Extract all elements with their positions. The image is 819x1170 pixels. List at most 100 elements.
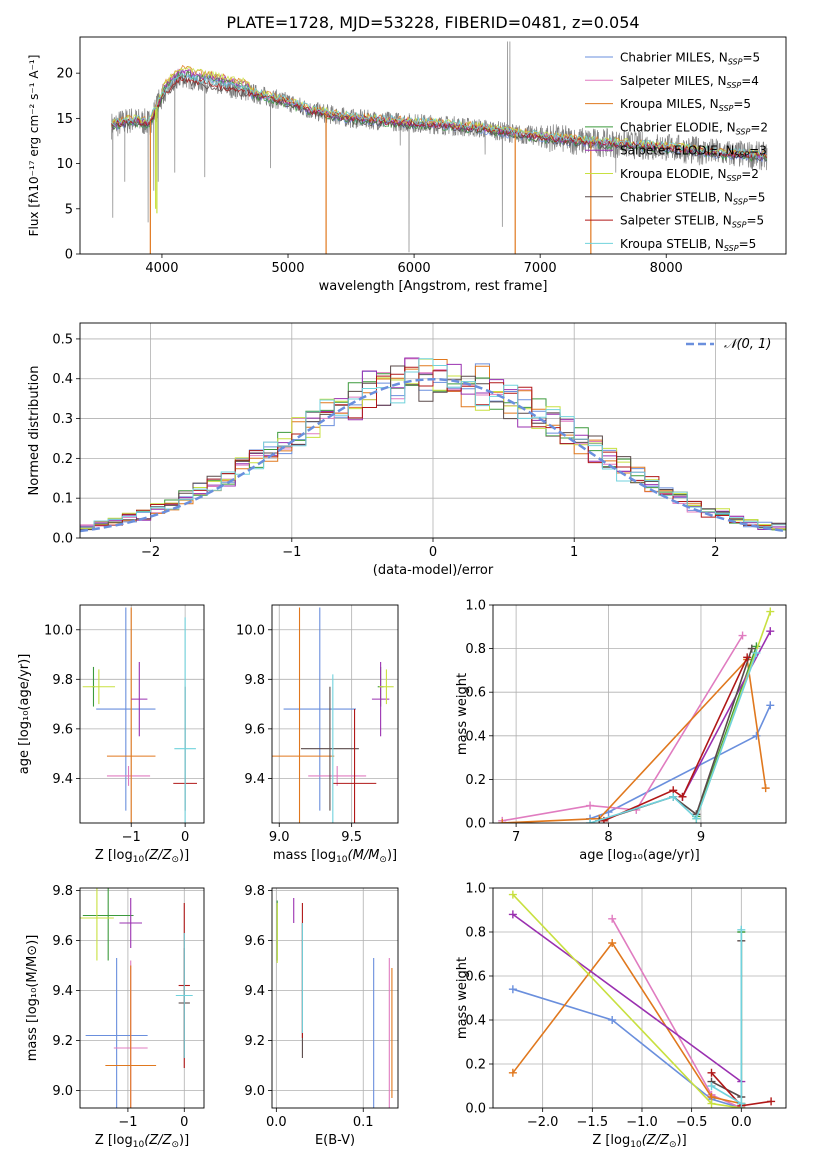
- mass_age-xtick-label: 9.5: [341, 830, 362, 845]
- z_age-xlabel: Z [log10(Z/Z⊙)]: [95, 848, 189, 865]
- salpeter-elodie-weight-line: [681, 630, 772, 798]
- spectrum-series: [111, 41, 768, 254]
- z_weight-xlabel: Z [log10(Z/Z⊙)]: [592, 1133, 686, 1150]
- mass_age-ytick-label: 10.0: [236, 623, 265, 638]
- z_mass-xlabel-tail: (Z/Z: [144, 1133, 172, 1148]
- legend-entry-main: Kroupa MILES, N: [620, 97, 719, 111]
- z_weight-ytick-label: 0.4: [465, 1014, 486, 1029]
- legend-entry-main: Salpeter ELODIE, N: [620, 144, 734, 158]
- z_weight-ytick-label: 0.8: [465, 926, 486, 941]
- ebv_mass-xlabel: E(B-V): [315, 1133, 355, 1148]
- residuals-ytick-label: 0.4: [52, 372, 73, 387]
- age_weight-xtick-label: 7: [512, 830, 520, 845]
- normal-pdf-line: [80, 377, 786, 533]
- z_mass-xlabel-sun: ⊙: [171, 1140, 179, 1150]
- legend-entry: Salpeter STELIB, NSSP=5: [620, 214, 764, 230]
- legend-entry-sub: SSP: [719, 104, 734, 113]
- legend-entry: Salpeter MILES, NSSP=4: [620, 74, 759, 90]
- legend-entry-sub: SSP: [736, 127, 751, 136]
- z_mass-xlabel-close: )]: [179, 1133, 189, 1148]
- chabrier-stelib-model-line: [111, 77, 767, 162]
- legend-entry-tail: =3: [749, 144, 767, 158]
- age_weight-ytick-label: 0.8: [465, 642, 486, 657]
- age_weight-xtick-label: 9: [697, 830, 705, 845]
- legend-entry-sub: SSP: [733, 197, 748, 206]
- salpeter-elodie-weight-marker: [766, 627, 775, 636]
- residuals-ytick-label: 0.5: [52, 332, 73, 347]
- salpeter-elodie-weight-line: [512, 913, 742, 1083]
- age_weight-xtick-label: 8: [604, 830, 612, 845]
- spectrum-axes: 4000 5000 6000 7000 8000 0 5 10 15 20: [56, 67, 682, 276]
- legend-entry: Chabrier MILES, NSSP=5: [620, 51, 760, 67]
- z_age-ytick-label: 9.6: [52, 722, 73, 737]
- z_age-frame: [79, 604, 205, 824]
- salpeter-stelib-weight-marker: [743, 653, 752, 662]
- legend-entry-sub: SSP: [727, 174, 742, 183]
- kroupa-stelib-weight-marker: [752, 648, 761, 657]
- spectrum-ylabel: Flux [fλ10⁻¹⁷ erg cm⁻² s⁻¹ A⁻¹]: [27, 55, 41, 237]
- figure-title: PLATE=1728, MJD=53228, FIBERID=0481, z=0…: [226, 13, 639, 32]
- kroupa-elodie-weight-marker: [707, 1099, 716, 1108]
- spectrum-xtick-label: 6000: [398, 261, 431, 276]
- chabrier-miles-weight-marker: [752, 731, 761, 740]
- legend-entry-main: Kroupa STELIB, N: [620, 237, 724, 251]
- z_weight-xtick-label: −0.5: [676, 1115, 708, 1130]
- z_age-xlabel-sun: ⊙: [171, 855, 179, 865]
- kroupa-stelib-weight-marker: [669, 792, 678, 801]
- ebv_mass-xtick-label: 0.1: [353, 1115, 374, 1130]
- z_weight-xlabel-sun: ⊙: [669, 1140, 677, 1150]
- z_mass-xtick-label: −1: [118, 1115, 137, 1130]
- age_weight-ylabel: mass weight: [455, 673, 470, 755]
- spectrum-xtick-label: 8000: [650, 261, 683, 276]
- z_weight-xtick-label: −1.5: [577, 1115, 609, 1130]
- spectrum-frame: [79, 36, 787, 255]
- legend-entry-main: Salpeter MILES, N: [620, 74, 727, 88]
- residuals-xlabel: (data-model)/error: [373, 563, 494, 578]
- legend-entry-tail: =4: [741, 74, 759, 88]
- z_weight-xtick-label: 0.0: [731, 1115, 752, 1130]
- spectrum-ytick-label: 20: [56, 67, 73, 82]
- z_age-xlabel-main: Z [log: [95, 848, 133, 863]
- legend-entry-sub: SSP: [724, 244, 739, 253]
- mass_age-points: [272, 607, 394, 823]
- z_age-ytick-label: 9.4: [52, 772, 73, 787]
- legend-entry-main: Salpeter STELIB, N: [620, 214, 732, 228]
- ebv_mass-xtick-label: 0.0: [266, 1115, 287, 1130]
- age_weight-ytick-label: 0.2: [465, 773, 486, 788]
- ebv_mass-ytick-label: 9.2: [244, 1034, 265, 1049]
- chabrier-miles-weight-marker: [608, 1016, 617, 1024]
- spectrum-ytick-label: 0: [65, 248, 73, 263]
- normal-legend-label: 𝒩(0, 1): [724, 337, 771, 352]
- kroupa-stelib-weight-marker: [737, 1099, 746, 1108]
- residuals-xtick-label: −2: [141, 545, 160, 560]
- legend-entry: Chabrier ELODIE, NSSP=2: [620, 120, 768, 136]
- residuals-ytick-label: 0.2: [52, 452, 73, 467]
- z_weight-xlabel-sub: 10: [630, 1140, 642, 1150]
- mass_age-frame: [271, 604, 399, 824]
- kroupa-miles-weight-line: [502, 657, 767, 823]
- salpeter-miles-weight-marker: [738, 631, 747, 640]
- age_weight-ytick-label: 1.0: [465, 599, 486, 614]
- z_weight-ytick-label: 1.0: [465, 882, 486, 897]
- z_mass-frame: [79, 887, 205, 1109]
- legend-entry-tail: =5: [739, 237, 757, 251]
- legend-entry-main: Chabrier STELIB, N: [620, 190, 733, 204]
- salpeter-stelib-weight-marker: [767, 1097, 776, 1106]
- mass_age-xlabel: mass [log10(M/M⊙)]: [273, 848, 397, 865]
- age_weight-axes: 7 8 9 0.0 0.2 0.4 0.6 0.8 1.0: [465, 599, 786, 845]
- z_weight-xlabel-main: Z [log: [592, 1133, 630, 1148]
- legend-entry-tail: =5: [733, 97, 751, 111]
- spectrum-ytick-label: 15: [56, 112, 73, 127]
- z_mass-xtick-label: 0: [180, 1115, 188, 1130]
- salpeter-miles-weight-marker: [586, 801, 595, 810]
- spectrum-ytick-label: 10: [56, 157, 73, 172]
- z_age-xtick-label: 0: [181, 830, 189, 845]
- z_weight-ytick-label: 0.2: [465, 1058, 486, 1073]
- z_weight-xlabel-tail: (Z/Z: [642, 1133, 670, 1148]
- z_age-ytick-label: 9.8: [52, 673, 73, 688]
- kroupa-stelib-weight-marker: [586, 819, 595, 823]
- spectrum-xtick-label: 4000: [145, 261, 178, 276]
- legend-entry: Kroupa MILES, NSSP=5: [620, 97, 751, 113]
- kroupa-stelib-weight-marker: [737, 925, 746, 934]
